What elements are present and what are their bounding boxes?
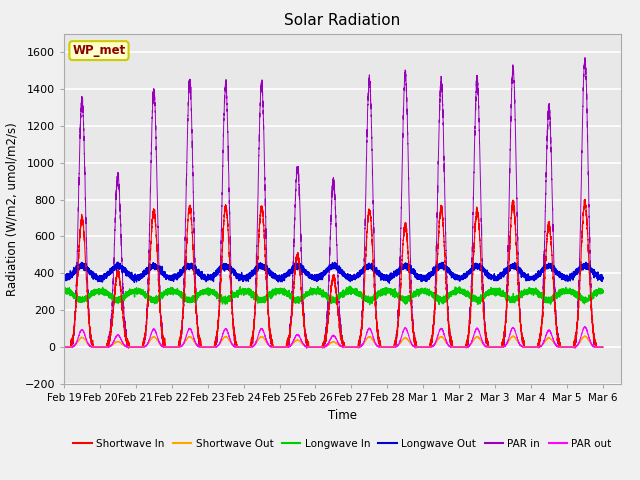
PAR out [485,344,493,350]
Shortwave Out [490,344,498,350]
Shortwave In [506,256,513,262]
Legend: Shortwave In, Shortwave Out, Longwave In, Longwave Out, PAR in, PAR out: Shortwave In, Shortwave Out, Longwave In… [69,435,616,453]
PAR in [485,344,493,350]
PAR out [287,342,295,348]
PAR in [303,345,310,351]
Shortwave In [272,344,280,350]
Longwave In [272,289,280,295]
Longwave In [465,291,472,297]
Longwave Out [465,271,472,276]
PAR in [599,344,607,350]
PAR out [490,344,498,350]
Shortwave In [125,345,132,351]
PAR in [491,344,499,350]
Line: PAR out: PAR out [64,327,603,347]
Longwave In [599,288,607,294]
Shortwave Out [60,344,68,350]
Text: WP_met: WP_met [72,44,125,57]
Longwave Out [287,269,295,275]
Longwave Out [486,271,493,276]
X-axis label: Time: Time [328,408,357,421]
Longwave In [346,283,354,289]
Longwave In [366,302,374,308]
Longwave In [287,293,295,299]
Line: Longwave Out: Longwave Out [64,262,603,283]
PAR out [599,344,607,350]
PAR out [581,324,589,330]
Longwave In [486,290,493,296]
Longwave Out [506,266,513,272]
Shortwave Out [465,344,472,349]
PAR out [272,344,280,350]
Longwave Out [491,276,499,281]
Longwave In [506,296,513,302]
Shortwave Out [287,343,295,348]
Line: PAR in: PAR in [64,58,603,348]
Shortwave In [465,333,472,339]
Shortwave In [491,344,499,350]
PAR in [581,55,589,60]
Longwave Out [599,276,607,282]
Shortwave Out [581,333,589,339]
Shortwave Out [505,338,513,344]
Shortwave In [581,196,589,202]
PAR out [60,344,68,350]
PAR in [506,198,513,204]
Line: Shortwave In: Shortwave In [64,199,603,348]
PAR out [505,334,513,340]
Shortwave In [485,344,493,350]
Longwave Out [272,275,280,281]
Shortwave In [60,344,68,350]
Line: Shortwave Out: Shortwave Out [64,336,603,347]
PAR out [465,344,472,349]
PAR in [60,344,68,350]
Shortwave Out [485,344,493,350]
Y-axis label: Radiation (W/m2, umol/m2/s): Radiation (W/m2, umol/m2/s) [6,122,19,296]
PAR in [465,332,472,338]
Line: Longwave In: Longwave In [64,286,603,305]
Title: Solar Radiation: Solar Radiation [284,13,401,28]
Longwave In [491,292,499,298]
Longwave Out [113,259,121,265]
Shortwave In [599,344,607,350]
Shortwave In [287,320,295,325]
Longwave In [60,289,68,295]
Longwave Out [60,273,68,279]
Longwave Out [385,280,393,286]
PAR in [287,316,295,322]
Shortwave Out [272,344,280,350]
PAR in [272,344,280,350]
Shortwave Out [599,344,607,350]
